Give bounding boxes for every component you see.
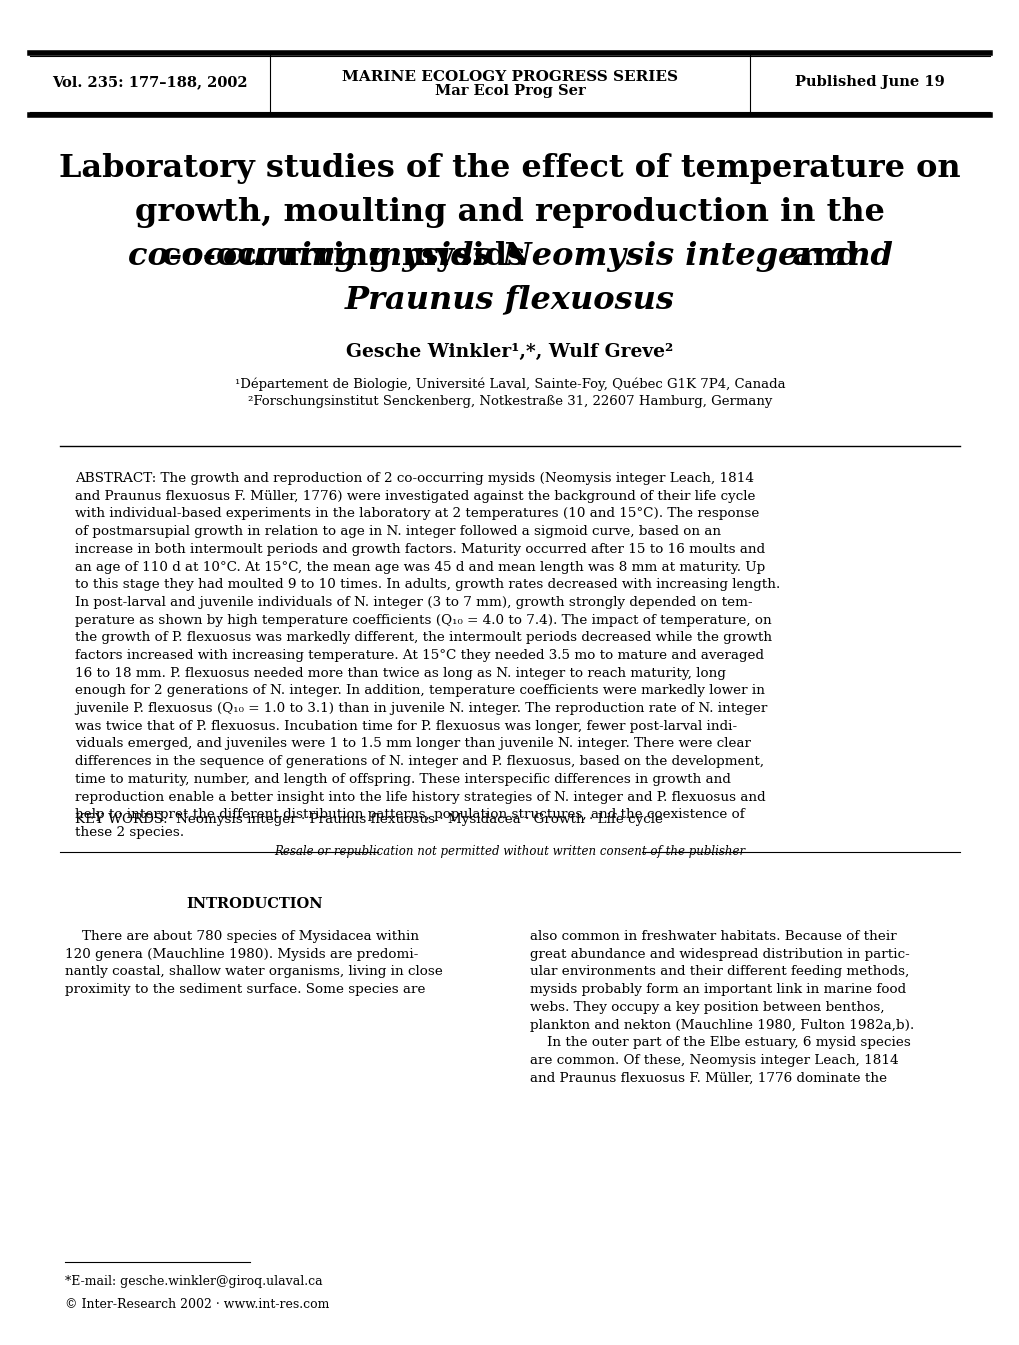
Text: Praunus flexuosus: Praunus flexuosus: [344, 285, 675, 316]
Text: *E-mail: gesche.winkler@giroq.ulaval.ca: *E-mail: gesche.winkler@giroq.ulaval.ca: [65, 1275, 322, 1289]
Text: also common in freshwater habitats. Because of their
great abundance and widespr: also common in freshwater habitats. Beca…: [530, 929, 913, 1084]
Text: INTRODUCTION: INTRODUCTION: [186, 897, 323, 911]
Text: There are about 780 species of Mysidacea within
120 genera (Mauchline 1980). Mys: There are about 780 species of Mysidacea…: [65, 929, 442, 997]
Text: Published June 19: Published June 19: [795, 75, 944, 89]
Text: Mar Ecol Prog Ser: Mar Ecol Prog Ser: [434, 83, 585, 98]
Text: Vol. 235: 177–188, 2002: Vol. 235: 177–188, 2002: [52, 75, 248, 89]
Text: co-occurring mysids                        and: co-occurring mysids and: [162, 241, 857, 272]
Text: MARINE ECOLOGY PROGRESS SERIES: MARINE ECOLOGY PROGRESS SERIES: [341, 70, 678, 83]
Text: Gesche Winkler¹,*, Wulf Greve²: Gesche Winkler¹,*, Wulf Greve²: [346, 343, 673, 360]
Text: Resale or republication not permitted without written consent of the publisher: Resale or republication not permitted wi…: [274, 846, 745, 858]
Text: © Inter-Research 2002 · www.int-res.com: © Inter-Research 2002 · www.int-res.com: [65, 1298, 329, 1310]
Text: ABSTRACT: The growth and reproduction of 2 co-occurring mysids (Neomysis integer: ABSTRACT: The growth and reproduction of…: [75, 472, 780, 839]
Text: ²Forschungsinstitut Senckenberg, Notkestraße 31, 22607 Hamburg, Germany: ²Forschungsinstitut Senckenberg, Notkest…: [248, 394, 771, 408]
Text: Laboratory studies of the effect of temperature on: Laboratory studies of the effect of temp…: [59, 152, 960, 183]
Text: KEY WORDS:  Neomysis integer · Praunus flexuosus · Mysidacea · Growth · Life cyc: KEY WORDS: Neomysis integer · Praunus fl…: [75, 814, 662, 826]
Text: growth, moulting and reproduction in the: growth, moulting and reproduction in the: [135, 196, 884, 227]
Text: ¹Département de Biologie, Université Laval, Sainte-Foy, Québec G1K 7P4, Canada: ¹Département de Biologie, Université Lav…: [234, 377, 785, 391]
Text: co-occurring mysids Neomysis integer and: co-occurring mysids Neomysis integer and: [127, 241, 892, 272]
